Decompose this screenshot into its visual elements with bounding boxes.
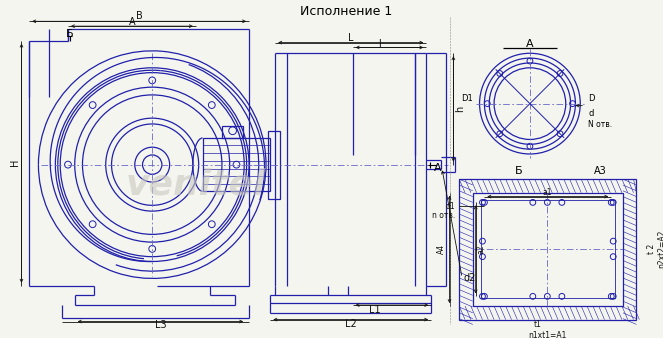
- Text: A4: A4: [438, 244, 446, 254]
- Text: A: A: [129, 17, 135, 27]
- Text: n2xt2=A2: n2xt2=A2: [657, 230, 663, 268]
- Text: L3: L3: [155, 320, 166, 331]
- Text: A: A: [526, 39, 534, 49]
- Text: L1: L1: [369, 305, 381, 315]
- Text: Б: Б: [66, 29, 74, 39]
- Text: venitel: venitel: [126, 167, 266, 201]
- Text: B: B: [137, 11, 143, 22]
- Text: A: A: [434, 163, 442, 172]
- Text: h: h: [455, 105, 465, 112]
- Text: H: H: [10, 159, 20, 166]
- Text: l: l: [379, 39, 381, 49]
- Text: D: D: [588, 94, 595, 103]
- Text: a2: a2: [476, 244, 485, 254]
- Bar: [481, 200, 615, 298]
- Text: N отв.: N отв.: [588, 120, 612, 129]
- Text: t 2: t 2: [648, 244, 656, 254]
- Text: Исполнение 1: Исполнение 1: [300, 5, 392, 18]
- Text: n1xt1=A1: n1xt1=A1: [528, 331, 567, 338]
- Bar: [222, 126, 243, 138]
- Text: a1: a1: [542, 188, 552, 197]
- Bar: [473, 193, 623, 306]
- Bar: [459, 179, 636, 320]
- Text: n отв.: n отв.: [432, 212, 455, 220]
- Text: d1: d1: [446, 202, 455, 211]
- Text: L: L: [348, 33, 353, 43]
- Text: A3: A3: [594, 166, 607, 176]
- Text: L2: L2: [345, 319, 357, 330]
- Bar: [269, 131, 280, 198]
- Text: d: d: [588, 109, 593, 118]
- Text: D1: D1: [461, 94, 473, 103]
- Bar: [203, 138, 271, 191]
- Text: d2: d2: [463, 273, 475, 283]
- Text: t1: t1: [534, 320, 542, 329]
- Text: Б: Б: [514, 166, 522, 176]
